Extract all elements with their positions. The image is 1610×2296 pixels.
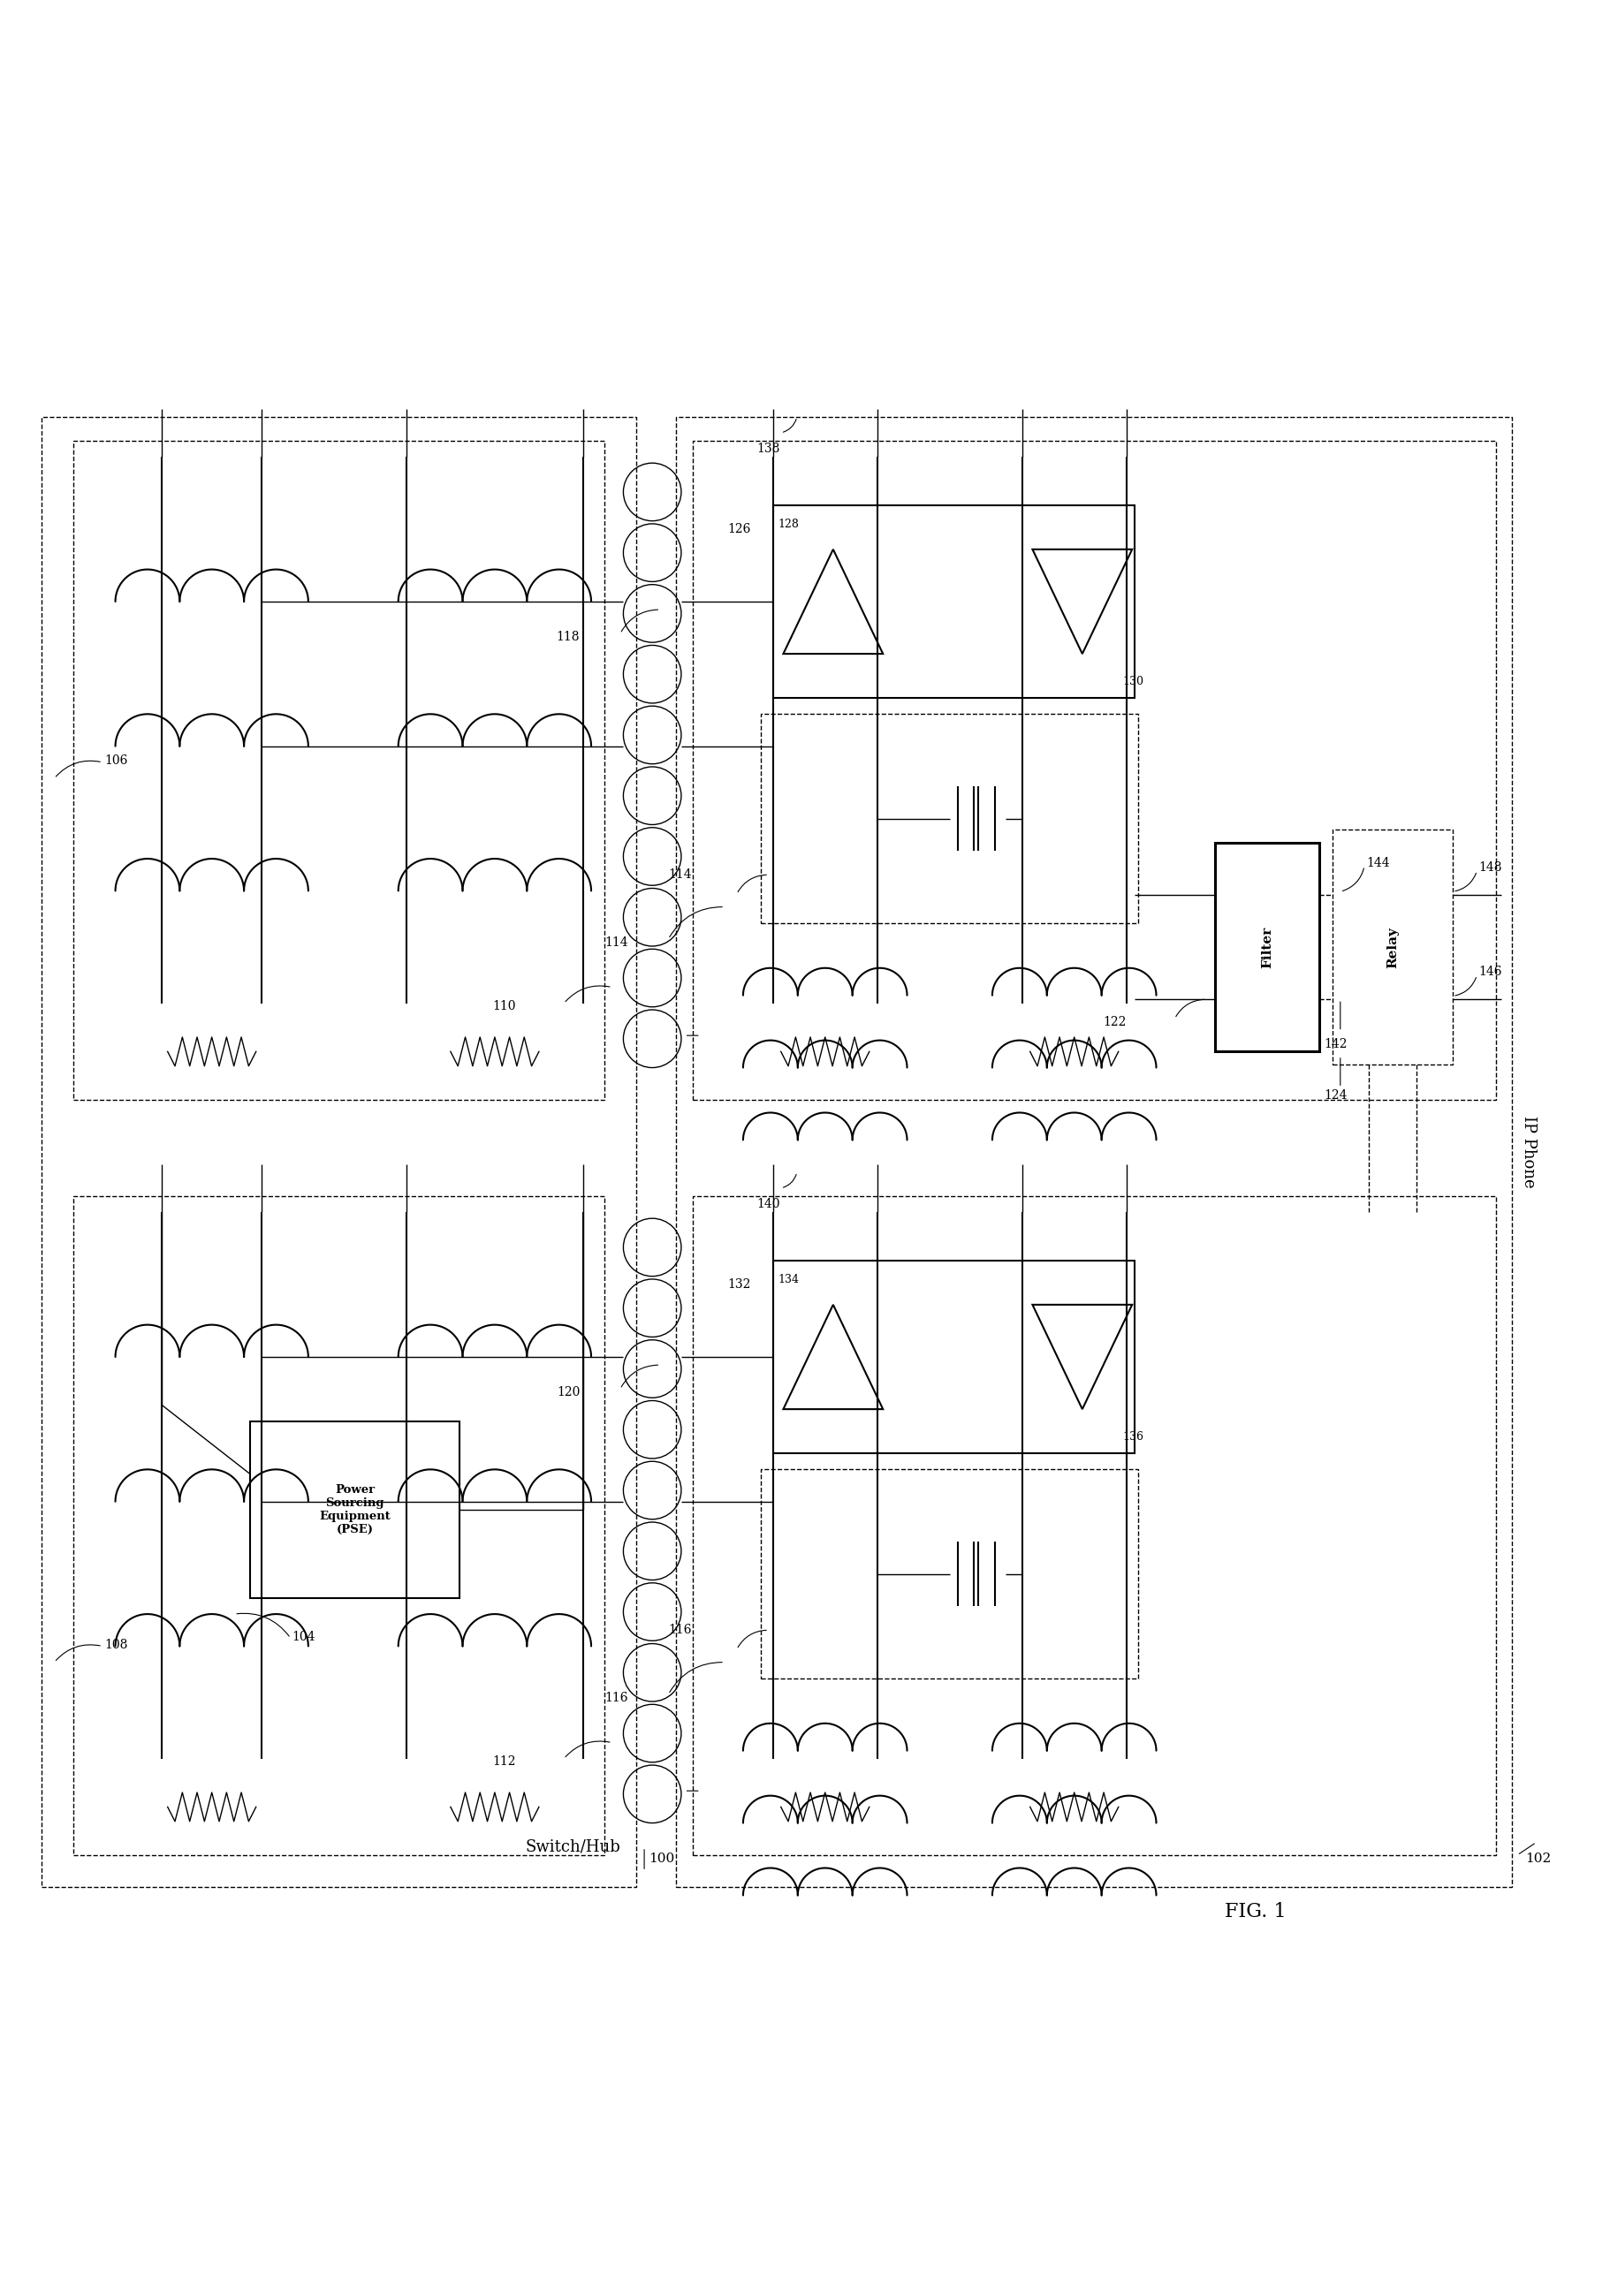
Text: 128: 128 bbox=[778, 519, 799, 530]
Text: 130: 130 bbox=[1122, 677, 1143, 689]
Text: 110: 110 bbox=[493, 1001, 515, 1013]
Text: 114: 114 bbox=[668, 868, 692, 882]
Text: 124: 124 bbox=[1325, 1091, 1348, 1102]
Text: 144: 144 bbox=[1365, 856, 1389, 868]
Text: 148: 148 bbox=[1478, 861, 1502, 875]
Text: 134: 134 bbox=[778, 1274, 799, 1286]
Bar bbox=[74, 1196, 604, 1855]
Bar bbox=[1216, 843, 1320, 1052]
Text: 138: 138 bbox=[757, 443, 781, 455]
Text: 126: 126 bbox=[728, 523, 752, 535]
Text: 140: 140 bbox=[757, 1199, 781, 1210]
Text: 132: 132 bbox=[728, 1279, 752, 1290]
Bar bbox=[692, 441, 1496, 1100]
Text: Switch/Hub: Switch/Hub bbox=[525, 1839, 620, 1855]
Text: 108: 108 bbox=[105, 1639, 127, 1651]
Text: 120: 120 bbox=[557, 1387, 580, 1398]
Bar bbox=[42, 418, 636, 1887]
Text: IP Phone: IP Phone bbox=[1520, 1116, 1536, 1187]
Text: 118: 118 bbox=[557, 631, 580, 643]
Text: 122: 122 bbox=[1103, 1015, 1127, 1029]
Text: 106: 106 bbox=[105, 755, 127, 767]
Bar bbox=[762, 1469, 1138, 1678]
Text: 104: 104 bbox=[291, 1630, 316, 1642]
Text: 100: 100 bbox=[649, 1853, 675, 1864]
Bar bbox=[762, 714, 1138, 923]
Text: 102: 102 bbox=[1525, 1853, 1550, 1864]
Text: 136: 136 bbox=[1122, 1430, 1143, 1442]
Text: 114: 114 bbox=[605, 937, 628, 948]
Text: 116: 116 bbox=[605, 1692, 628, 1704]
Bar bbox=[1331, 829, 1452, 1065]
Bar bbox=[676, 418, 1512, 1887]
Text: 142: 142 bbox=[1325, 1038, 1348, 1052]
Bar bbox=[251, 1421, 459, 1598]
Bar bbox=[773, 505, 1135, 698]
Bar bbox=[74, 441, 604, 1100]
Text: 116: 116 bbox=[668, 1623, 692, 1637]
Bar bbox=[692, 1196, 1496, 1855]
Text: FIG. 1: FIG. 1 bbox=[1224, 1901, 1286, 1922]
Text: 146: 146 bbox=[1478, 967, 1502, 978]
Text: Relay: Relay bbox=[1386, 925, 1399, 969]
Text: 112: 112 bbox=[493, 1756, 515, 1768]
Text: Filter: Filter bbox=[1261, 925, 1274, 969]
Bar bbox=[773, 1261, 1135, 1453]
Text: Power
Sourcing
Equipment
(PSE): Power Sourcing Equipment (PSE) bbox=[319, 1483, 391, 1536]
